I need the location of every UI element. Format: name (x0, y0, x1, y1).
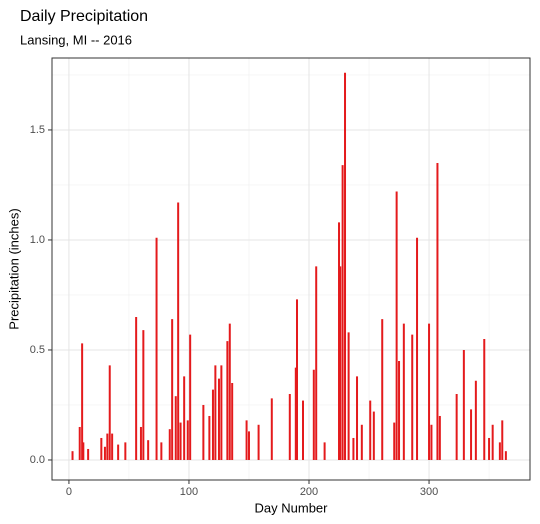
x-tick-label: 0 (66, 486, 72, 498)
chart-subtitle: Lansing, MI -- 2016 (20, 32, 132, 47)
y-tick-label: 1.5 (30, 124, 45, 136)
x-axis-label: Day Number (255, 500, 329, 515)
panel-border (51, 57, 531, 481)
y-tick-label: 0.5 (30, 344, 45, 356)
x-tick-label: 100 (180, 486, 198, 498)
x-tick-label: 300 (420, 486, 438, 498)
x-tick-label: 200 (300, 486, 318, 498)
y-axis-label: Precipitation (inches) (6, 208, 21, 329)
y-tick-label: 1.0 (30, 234, 45, 246)
y-tick-label: 0.0 (30, 454, 45, 466)
chart-title: Daily Precipitation (20, 8, 148, 25)
